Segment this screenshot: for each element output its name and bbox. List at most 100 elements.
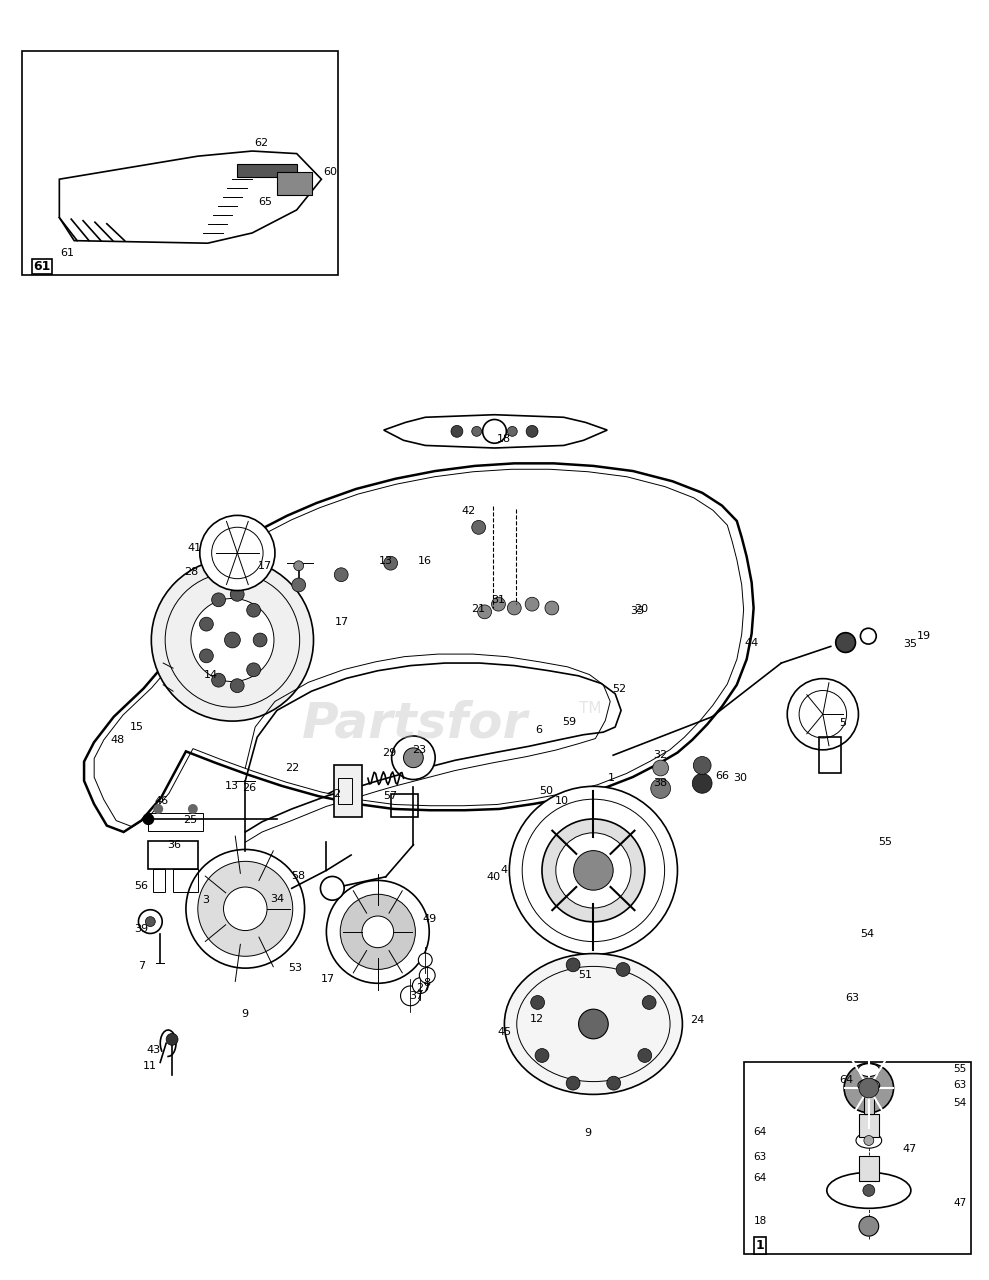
Circle shape	[224, 887, 267, 931]
Circle shape	[212, 673, 225, 687]
Bar	[237, 164, 297, 177]
Circle shape	[384, 557, 398, 570]
Text: 64: 64	[754, 1126, 766, 1137]
Circle shape	[556, 833, 631, 908]
Circle shape	[153, 804, 163, 814]
Bar	[277, 172, 312, 195]
Bar	[148, 841, 198, 869]
Text: 60: 60	[323, 166, 337, 177]
Bar	[391, 794, 418, 817]
Text: 38: 38	[654, 778, 668, 788]
Circle shape	[607, 1076, 621, 1091]
Text: 11: 11	[143, 1061, 157, 1071]
Text: 52: 52	[612, 684, 626, 694]
Circle shape	[334, 568, 348, 581]
Circle shape	[191, 599, 274, 681]
Text: 34: 34	[270, 893, 284, 904]
Bar	[22, 51, 338, 275]
Circle shape	[787, 678, 858, 750]
Text: 40: 40	[487, 872, 500, 882]
Circle shape	[472, 426, 482, 436]
Text: 35: 35	[903, 639, 917, 649]
Circle shape	[653, 760, 669, 776]
Text: 2: 2	[332, 788, 340, 799]
Text: 48: 48	[111, 735, 125, 745]
Polygon shape	[384, 415, 607, 448]
Text: 63: 63	[846, 993, 859, 1004]
Circle shape	[858, 1078, 879, 1098]
Text: 3: 3	[202, 895, 210, 905]
Text: 41: 41	[188, 543, 202, 553]
Text: 6: 6	[535, 724, 543, 735]
Circle shape	[419, 968, 435, 983]
Text: 13: 13	[379, 556, 393, 566]
Text: 24: 24	[690, 1015, 704, 1025]
Text: 18: 18	[754, 1216, 766, 1226]
Polygon shape	[84, 463, 754, 832]
Circle shape	[507, 426, 517, 436]
Circle shape	[542, 819, 645, 922]
Circle shape	[616, 963, 630, 977]
Bar	[819, 737, 841, 773]
Circle shape	[294, 561, 304, 571]
Circle shape	[225, 632, 240, 648]
Bar	[858, 1114, 878, 1137]
Circle shape	[418, 954, 432, 966]
Text: 45: 45	[497, 1027, 511, 1037]
Text: 32: 32	[654, 750, 668, 760]
Text: 12: 12	[530, 1014, 544, 1024]
Circle shape	[535, 1048, 549, 1062]
Text: 57: 57	[384, 791, 398, 801]
Circle shape	[642, 996, 656, 1010]
Text: 21: 21	[472, 604, 486, 614]
Circle shape	[862, 1184, 874, 1197]
Circle shape	[142, 813, 154, 826]
Circle shape	[478, 605, 492, 618]
Text: 22: 22	[286, 763, 300, 773]
Text: 17: 17	[335, 617, 349, 627]
Text: 42: 42	[462, 506, 476, 516]
Text: 8: 8	[423, 978, 431, 988]
Circle shape	[836, 632, 855, 653]
Text: 25: 25	[183, 815, 197, 826]
Text: 43: 43	[146, 1044, 160, 1055]
Circle shape	[545, 602, 559, 614]
Circle shape	[525, 598, 539, 611]
Circle shape	[200, 516, 275, 590]
Text: 58: 58	[292, 870, 306, 881]
Circle shape	[198, 861, 293, 956]
Bar	[173, 869, 198, 892]
Text: 14: 14	[204, 669, 218, 680]
Polygon shape	[59, 151, 321, 243]
Circle shape	[692, 773, 712, 794]
Circle shape	[212, 593, 225, 607]
Circle shape	[483, 420, 506, 443]
Circle shape	[230, 678, 244, 692]
Circle shape	[472, 521, 486, 534]
Text: 13: 13	[225, 781, 238, 791]
Ellipse shape	[858, 1064, 880, 1076]
Circle shape	[230, 588, 244, 602]
Bar	[334, 765, 362, 817]
Circle shape	[362, 916, 394, 947]
Text: 59: 59	[563, 717, 577, 727]
Circle shape	[566, 1076, 580, 1091]
Text: 7: 7	[137, 961, 145, 972]
Text: 10: 10	[555, 796, 569, 806]
Text: 64: 64	[840, 1075, 854, 1085]
Circle shape	[579, 1009, 608, 1039]
Text: 9: 9	[241, 1009, 249, 1019]
Text: 50: 50	[539, 786, 553, 796]
Text: 54: 54	[953, 1098, 966, 1108]
Text: 1: 1	[756, 1239, 764, 1252]
Text: 66: 66	[715, 771, 729, 781]
Circle shape	[531, 996, 545, 1010]
Text: 55: 55	[878, 837, 892, 847]
Text: 63: 63	[953, 1080, 966, 1091]
Text: TM: TM	[579, 701, 601, 717]
Text: 31: 31	[492, 595, 505, 605]
Text: 1: 1	[607, 773, 615, 783]
Circle shape	[651, 778, 671, 799]
Circle shape	[246, 663, 260, 677]
Text: 37: 37	[409, 991, 423, 1001]
